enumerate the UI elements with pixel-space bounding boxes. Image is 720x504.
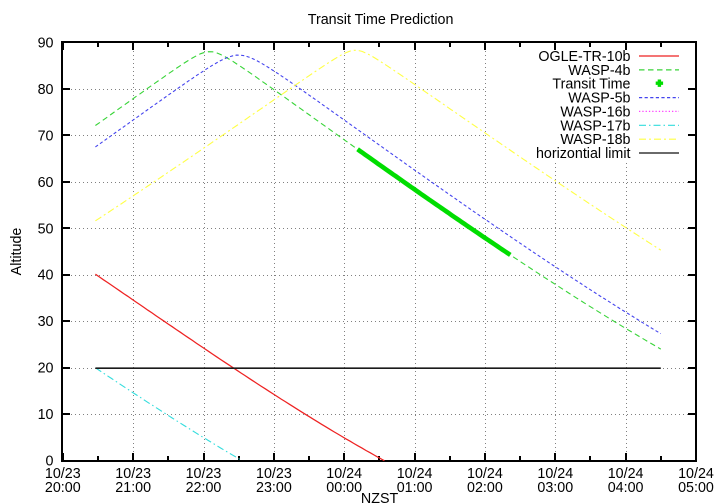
svg-text:80: 80 bbox=[38, 82, 54, 98]
svg-text:OGLE-TR-10b: OGLE-TR-10b bbox=[538, 49, 630, 65]
svg-text:NZST: NZST bbox=[361, 491, 399, 504]
svg-text:00:00: 00:00 bbox=[326, 480, 362, 496]
svg-text:01:00: 01:00 bbox=[397, 480, 433, 496]
svg-text:23:00: 23:00 bbox=[256, 480, 292, 496]
svg-text:Transit Time Prediction: Transit Time Prediction bbox=[308, 12, 454, 28]
svg-text:03:00: 03:00 bbox=[537, 480, 573, 496]
svg-text:10/24: 10/24 bbox=[678, 466, 714, 482]
svg-text:04:00: 04:00 bbox=[608, 480, 644, 496]
svg-text:05:00: 05:00 bbox=[678, 480, 714, 496]
svg-text:10/24: 10/24 bbox=[326, 466, 362, 482]
svg-text:70: 70 bbox=[38, 128, 54, 144]
svg-text:10/24: 10/24 bbox=[537, 466, 573, 482]
svg-text:WASP-4b: WASP-4b bbox=[568, 63, 630, 79]
svg-text:WASP-16b: WASP-16b bbox=[560, 104, 630, 120]
svg-text:10/23: 10/23 bbox=[115, 466, 151, 482]
svg-text:40: 40 bbox=[38, 268, 54, 284]
svg-text:10/23: 10/23 bbox=[45, 466, 81, 482]
svg-text:90: 90 bbox=[38, 35, 54, 51]
svg-text:10/23: 10/23 bbox=[186, 466, 222, 482]
svg-text:02:00: 02:00 bbox=[467, 480, 503, 496]
svg-text:10: 10 bbox=[38, 407, 54, 423]
svg-text:WASP-17b: WASP-17b bbox=[560, 118, 630, 134]
svg-text:Transit Time: Transit Time bbox=[552, 77, 630, 93]
svg-text:20:00: 20:00 bbox=[45, 480, 81, 496]
svg-text:60: 60 bbox=[38, 175, 54, 191]
svg-text:50: 50 bbox=[38, 221, 54, 237]
svg-text:WASP-18b: WASP-18b bbox=[560, 132, 630, 148]
svg-text:22:00: 22:00 bbox=[186, 480, 222, 496]
svg-text:10/23: 10/23 bbox=[256, 466, 292, 482]
svg-text:21:00: 21:00 bbox=[115, 480, 151, 496]
svg-text:20: 20 bbox=[38, 361, 54, 377]
svg-text:10/24: 10/24 bbox=[467, 466, 503, 482]
svg-text:Altitude: Altitude bbox=[9, 228, 25, 276]
svg-text:WASP-5b: WASP-5b bbox=[568, 91, 630, 107]
svg-text:10/24: 10/24 bbox=[397, 466, 433, 482]
svg-text:horizontial limit: horizontial limit bbox=[536, 146, 631, 162]
svg-text:0: 0 bbox=[46, 454, 54, 470]
svg-text:10/24: 10/24 bbox=[608, 466, 644, 482]
svg-text:30: 30 bbox=[38, 314, 54, 330]
